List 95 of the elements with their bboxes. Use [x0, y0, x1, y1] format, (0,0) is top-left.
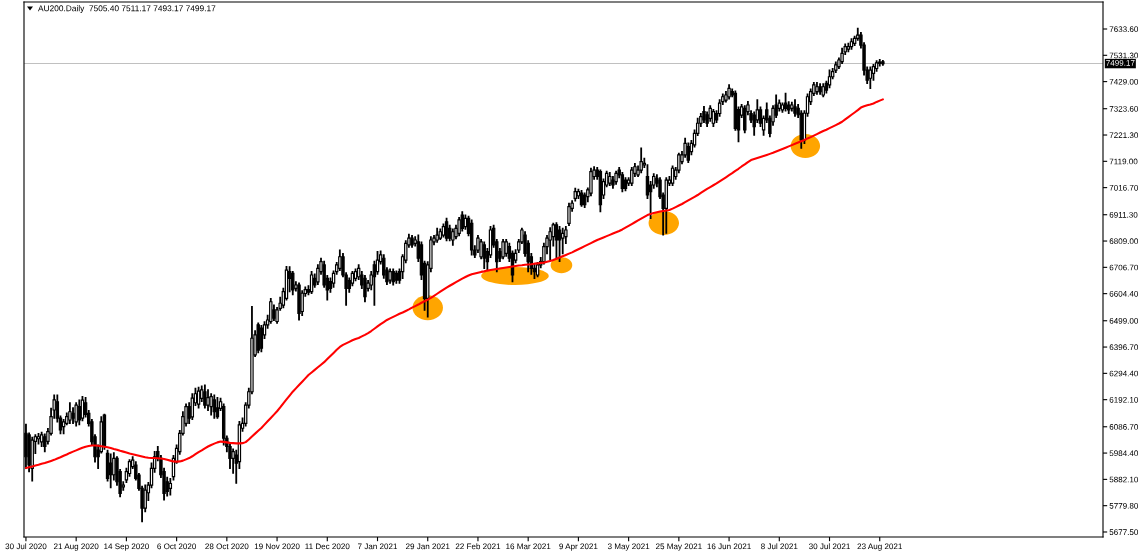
x-tick-label: 16 Mar 2021: [506, 543, 551, 550]
x-tick-label: 19 Nov 2020: [254, 543, 300, 550]
candlestick: [711, 109, 716, 127]
candlestick: [614, 170, 618, 185]
candlestick: [501, 238, 505, 260]
y-tick-label: 5882.10: [1109, 476, 1139, 483]
y-tick-label: 6499.00: [1109, 318, 1139, 324]
candlestick: [815, 82, 819, 95]
candlestick: [353, 268, 358, 282]
x-tick-label: 23 Aug 2021: [857, 543, 902, 551]
candlestick: [557, 226, 562, 262]
candlestick: [444, 217, 449, 242]
candlestick: [435, 227, 439, 243]
candlestick: [846, 42, 851, 53]
y-tick-label: 6604.40: [1109, 290, 1139, 297]
x-tick-label: 21 Aug 2020: [53, 543, 99, 551]
x-tick-label: 29 Jan 2021: [405, 543, 450, 550]
candlestick: [460, 211, 464, 232]
candlestick: [363, 274, 367, 303]
candlestick: [686, 142, 690, 163]
line-series: [24, 98, 884, 470]
candlestick: [68, 402, 72, 424]
candlestick: [309, 271, 314, 295]
y-tick-label: 7323.60: [1109, 106, 1139, 112]
x-tick-label: 9 Apr 2021: [559, 543, 598, 551]
candlestick: [391, 268, 395, 286]
candlestick: [39, 431, 44, 448]
candlestick: [639, 147, 643, 174]
x-tick-label: 28 Oct 2020: [205, 543, 249, 550]
candlestick: [743, 105, 747, 134]
candlestick: [451, 228, 455, 246]
candlestick: [821, 83, 825, 98]
candlestick: [554, 222, 559, 260]
ref-line-label: 7499.17: [1106, 60, 1135, 66]
candlestick: [702, 105, 706, 124]
candlestick: [394, 270, 399, 284]
candlestick: [203, 384, 207, 409]
x-tick-label: 16 Jun 2021: [707, 543, 751, 550]
y-tick-label: 6706.70: [1109, 264, 1139, 271]
candlestick: [818, 83, 822, 95]
candlestick: [212, 394, 216, 419]
x-tick-label: 30 Jul 2020: [5, 543, 47, 550]
y-tick-label: 6809.00: [1109, 238, 1139, 245]
candlestick: [579, 190, 584, 207]
candlestick: [209, 393, 213, 416]
y-tick-label: 7016.70: [1109, 184, 1139, 191]
y-tick-label: 7633.60: [1109, 26, 1139, 32]
candlestick: [611, 175, 615, 189]
x-tick-label: 25 May 2021: [655, 543, 702, 551]
candlestick: [608, 172, 612, 187]
chart-title: AU200.Daily 7505.40 7511.17 7493.17 7499.17: [38, 5, 216, 13]
candlestick: [783, 92, 788, 112]
y-tick-label: 5677.50: [1109, 529, 1139, 535]
candlestick: [482, 241, 486, 269]
y-tick-label: 5779.80: [1109, 502, 1139, 509]
candlestick: [196, 386, 201, 409]
candlestick: [30, 436, 34, 482]
candlestick: [77, 399, 82, 426]
candlestick: [469, 219, 474, 256]
candlestick: [168, 478, 173, 496]
x-tick-label: 7 Jan 2021: [357, 543, 398, 550]
y-tick-label: 6911.30: [1109, 212, 1138, 218]
candlestick: [80, 396, 85, 422]
y-tick-label: 7531.30: [1109, 52, 1139, 59]
x-tick-label: 14 Sep 2020: [104, 543, 149, 551]
candlestick: [630, 166, 634, 187]
x-tick-label: 30 Jul 2021: [809, 543, 850, 550]
candlestick: [881, 59, 885, 66]
candlestick: [567, 202, 571, 226]
y-tick-label: 7429.00: [1109, 78, 1139, 85]
x-tick-label: 3 May 2021: [607, 543, 650, 551]
y-tick-label: 6396.70: [1109, 344, 1139, 351]
y-tick-label: 7221.30: [1109, 132, 1139, 139]
candlestick: [256, 322, 260, 354]
candlestick: [297, 282, 301, 321]
candlestick: [598, 169, 603, 213]
y-tick-label: 5984.40: [1109, 450, 1139, 457]
y-tick-label: 6294.40: [1109, 370, 1139, 377]
y-tick-label: 6192.10: [1109, 396, 1139, 403]
candlestick: [215, 397, 220, 419]
x-tick-label: 6 Oct 2020: [157, 543, 197, 550]
candlestick: [74, 402, 78, 427]
candlestick: [727, 84, 731, 100]
candlestick: [793, 99, 797, 117]
candlestick: [664, 177, 669, 234]
x-tick-label: 22 Feb 2021: [455, 543, 501, 550]
x-tick-label: 8 Jul 2021: [761, 543, 798, 550]
candlestick: [410, 235, 414, 248]
candlestick: [868, 66, 873, 89]
y-tick-label: 6086.70: [1109, 424, 1139, 430]
candlestick: [108, 453, 113, 489]
candlestick: [388, 268, 392, 284]
x-tick-label: 11 Dec 2020: [305, 543, 350, 550]
candlestick: [548, 227, 552, 261]
y-tick-label: 7119.00: [1109, 158, 1138, 165]
